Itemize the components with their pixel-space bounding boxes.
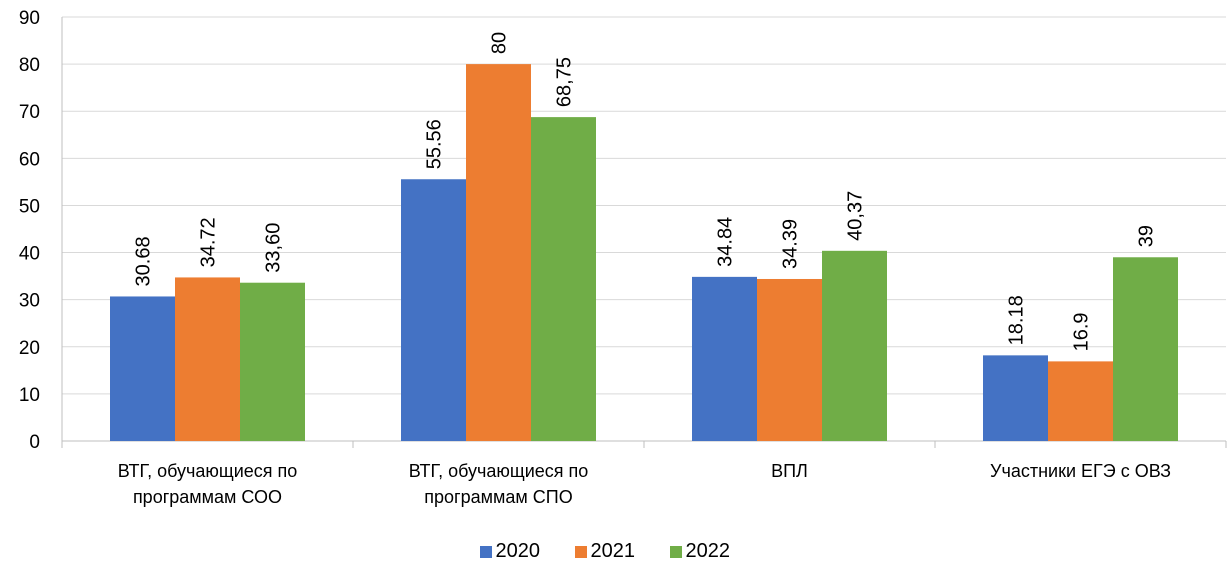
value-label: 55.56 (424, 119, 446, 169)
y-tick-label: 30 (19, 291, 40, 312)
y-tick-label: 70 (19, 102, 40, 123)
bar (466, 64, 531, 441)
legend-label: 2022 (685, 540, 731, 562)
legend-label: 2021 (590, 540, 636, 562)
value-label: 34.72 (198, 217, 220, 267)
y-tick-label: 50 (19, 196, 40, 217)
legend-label: 2020 (495, 540, 541, 562)
value-label: 39 (1136, 225, 1158, 247)
bar (1113, 257, 1178, 441)
x-tick-label: ВТГ, обучающиеся по программам СПО (408, 461, 589, 507)
y-tick-label: 40 (19, 244, 40, 265)
legend-swatch (669, 545, 682, 558)
bar (983, 355, 1048, 441)
value-label: 80 (489, 32, 511, 54)
bar (1048, 361, 1113, 441)
y-tick-label: 80 (19, 55, 40, 76)
bar (757, 278, 822, 441)
bar (110, 296, 175, 441)
legend-swatch (479, 545, 492, 558)
x-tick-label: Участники ЕГЭ с ОВЗ (990, 461, 1171, 481)
x-tick-label: ВТГ, обучающиеся по программам СОО (117, 461, 298, 507)
value-label: 33,60 (263, 223, 285, 273)
legend-swatch (574, 545, 587, 558)
legend-item: 2021 (574, 540, 636, 563)
y-tick-label: 20 (19, 338, 40, 359)
value-label: 18.18 (1006, 295, 1028, 345)
x-tick-label: ВПЛ (771, 461, 808, 481)
bar (401, 179, 466, 441)
bar (822, 250, 887, 441)
bar (175, 277, 240, 441)
value-label: 16.9 (1071, 312, 1093, 351)
y-tick-label: 0 (29, 432, 40, 453)
bar (240, 282, 305, 441)
legend-item: 2020 (479, 540, 541, 563)
y-tick-label: 90 (19, 8, 40, 29)
value-label: 34.39 (780, 219, 802, 269)
bar (692, 276, 757, 441)
bar (531, 117, 596, 441)
y-tick-label: 10 (19, 385, 40, 406)
value-label: 34.84 (715, 217, 737, 267)
value-label: 40,37 (845, 191, 867, 241)
value-label: 30.68 (133, 236, 155, 286)
value-label: 68,75 (554, 57, 576, 107)
y-tick-label: 60 (19, 149, 40, 170)
legend-item: 2022 (669, 540, 731, 563)
